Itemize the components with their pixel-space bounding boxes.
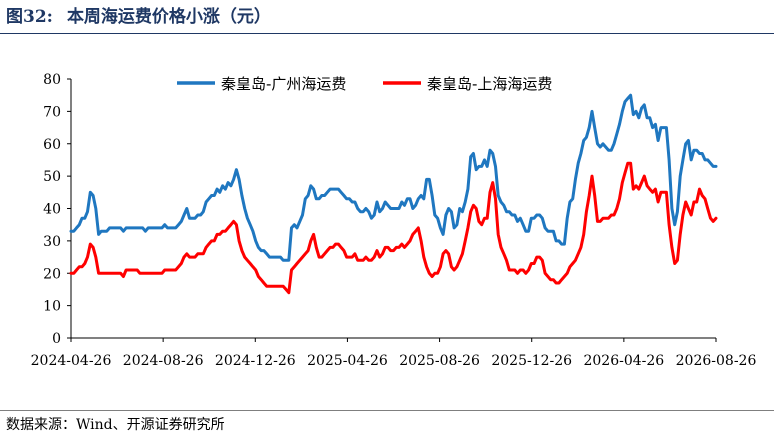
y-axis: 0 10 20 30 40 50 60 70 80 — [43, 72, 72, 347]
y-tick-label: 70 — [43, 104, 61, 120]
legend: 秦皇岛-广州海运费 秦皇岛-上海海运费 — [177, 75, 552, 93]
x-tick-label: 2024-04-26 — [31, 353, 112, 369]
figure-title-text: 本周海运费价格小涨（元） — [66, 7, 271, 27]
figure-title: 图32: 本周海运费价格小涨（元） — [6, 4, 271, 30]
title-divider — [0, 33, 774, 34]
series-line-1 — [69, 93, 718, 262]
source-divider — [0, 410, 774, 411]
y-tick-label: 40 — [43, 202, 61, 218]
y-tick-label: 50 — [43, 169, 61, 185]
y-tick-label: 80 — [43, 72, 61, 88]
y-tick-label: 0 — [52, 331, 61, 347]
legend-label-series2: 秦皇岛-上海海运费 — [427, 75, 552, 93]
series-line-2 — [69, 161, 718, 295]
y-tick-label: 60 — [43, 137, 61, 153]
x-tick-label: 2025-08-26 — [399, 353, 480, 369]
x-tick-label: 2025-12-26 — [491, 353, 572, 369]
y-tick-label: 20 — [43, 266, 61, 282]
y-tick-label: 30 — [43, 234, 61, 250]
figure-number: 图32: — [6, 7, 53, 27]
x-tick-label: 2024-08-26 — [123, 353, 204, 369]
legend-label-series1: 秦皇岛-广州海运费 — [221, 75, 346, 93]
x-tick-label: 2026-08-26 — [676, 353, 757, 369]
x-tick-label: 2024-12-26 — [215, 353, 296, 369]
x-tick-label: 2025-04-26 — [307, 353, 388, 369]
x-axis: 2024-04-26 2024-08-26 2024-12-26 2025-04-26… — [31, 337, 757, 369]
source-note: 数据来源：Wind、开源证券研究所 — [6, 417, 225, 433]
x-tick-label: 2026-04-26 — [583, 353, 664, 369]
y-tick-label: 10 — [43, 299, 61, 315]
